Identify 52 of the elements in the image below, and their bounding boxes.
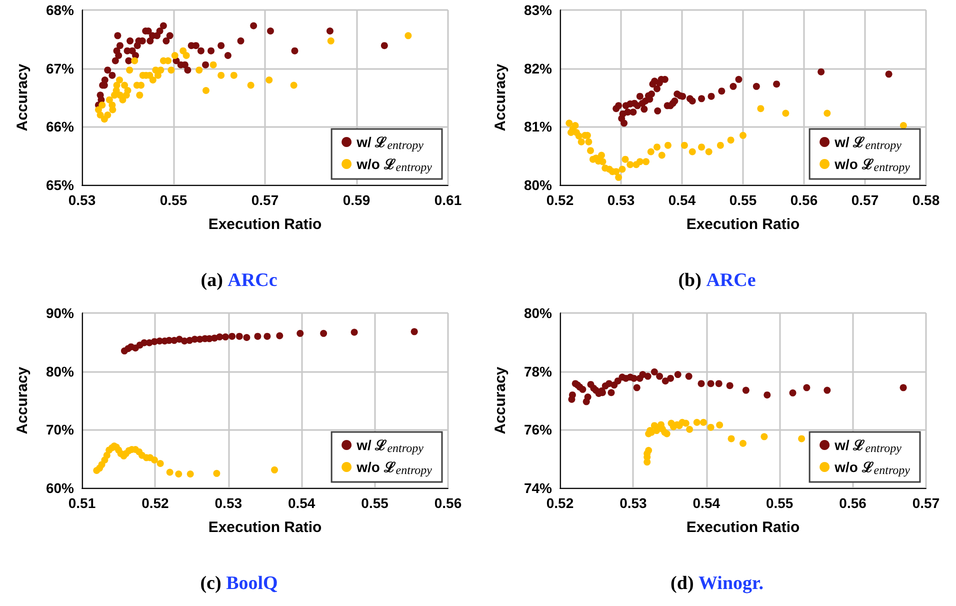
x-tick-label: 0.54 <box>288 495 316 511</box>
y-tick-label: 60% <box>46 480 75 496</box>
x-tick-label: 0.54 <box>692 495 720 511</box>
y-axis-title: Accuracy <box>14 63 31 132</box>
y-tick-label: 67% <box>46 60 75 76</box>
y-axis-title: Accuracy <box>14 366 31 434</box>
x-tick-label: 0.55 <box>160 192 188 208</box>
x-tick-label: 0.52 <box>546 495 574 511</box>
x-tick-label: 0.57 <box>912 495 940 511</box>
y-axis-title: Accuracy <box>492 366 509 434</box>
x-tick-label: 0.56 <box>790 192 818 208</box>
x-tick-label: 0.53 <box>607 192 635 208</box>
x-tick-label: 0.57 <box>851 192 879 208</box>
x-tick-label: 0.52 <box>546 192 574 208</box>
y-tick-label: 76% <box>524 422 553 438</box>
y-axis-title: Accuracy <box>492 63 509 132</box>
x-tick-label: 0.55 <box>729 192 757 208</box>
x-tick-label: 0.58 <box>912 192 940 208</box>
x-tick-label: 0.56 <box>434 495 462 511</box>
y-tick-label: 90% <box>46 305 75 321</box>
y-tick-label: 65% <box>46 177 75 193</box>
y-tick-label: 68% <box>46 2 75 18</box>
x-tick-label: 0.59 <box>342 192 370 208</box>
x-tick-label: 0.57 <box>251 192 279 208</box>
y-tick-label: 78% <box>524 363 553 380</box>
y-tick-label: 80% <box>46 363 75 380</box>
x-tick-label: 0.51 <box>68 495 96 511</box>
y-tick-label: 83% <box>524 2 553 18</box>
x-tick-label: 0.54 <box>668 192 696 208</box>
x-tick-label: 0.53 <box>620 495 648 511</box>
x-tick-label: 0.52 <box>142 495 170 511</box>
x-tick-label: 0.53 <box>68 192 96 208</box>
text: (a) ARCc <box>200 270 278 291</box>
text: (d) Winogr. <box>670 573 764 594</box>
x-tick-label: 0.55 <box>766 495 794 511</box>
y-tick-label: 66% <box>46 118 75 135</box>
x-tick-label: 0.61 <box>434 192 462 208</box>
y-tick-label: 82% <box>524 60 553 76</box>
y-tick-label: 80% <box>524 177 553 193</box>
y-tick-label: 74% <box>524 480 553 496</box>
x-axis-title: Execution Ratio <box>208 216 322 233</box>
text: (c) BoolQ <box>200 573 278 594</box>
x-axis-title: Execution Ratio <box>208 519 322 536</box>
x-tick-label: 0.56 <box>839 495 867 511</box>
y-tick-label: 81% <box>524 118 553 135</box>
x-axis-title: Execution Ratio <box>686 216 800 233</box>
text: (b) ARCe <box>678 270 756 291</box>
y-tick-label: 80% <box>524 305 553 321</box>
y-tick-label: 70% <box>46 422 75 438</box>
x-tick-label: 0.53 <box>214 495 242 511</box>
x-axis-title: Execution Ratio <box>686 519 800 536</box>
x-tick-label: 0.55 <box>361 495 389 511</box>
